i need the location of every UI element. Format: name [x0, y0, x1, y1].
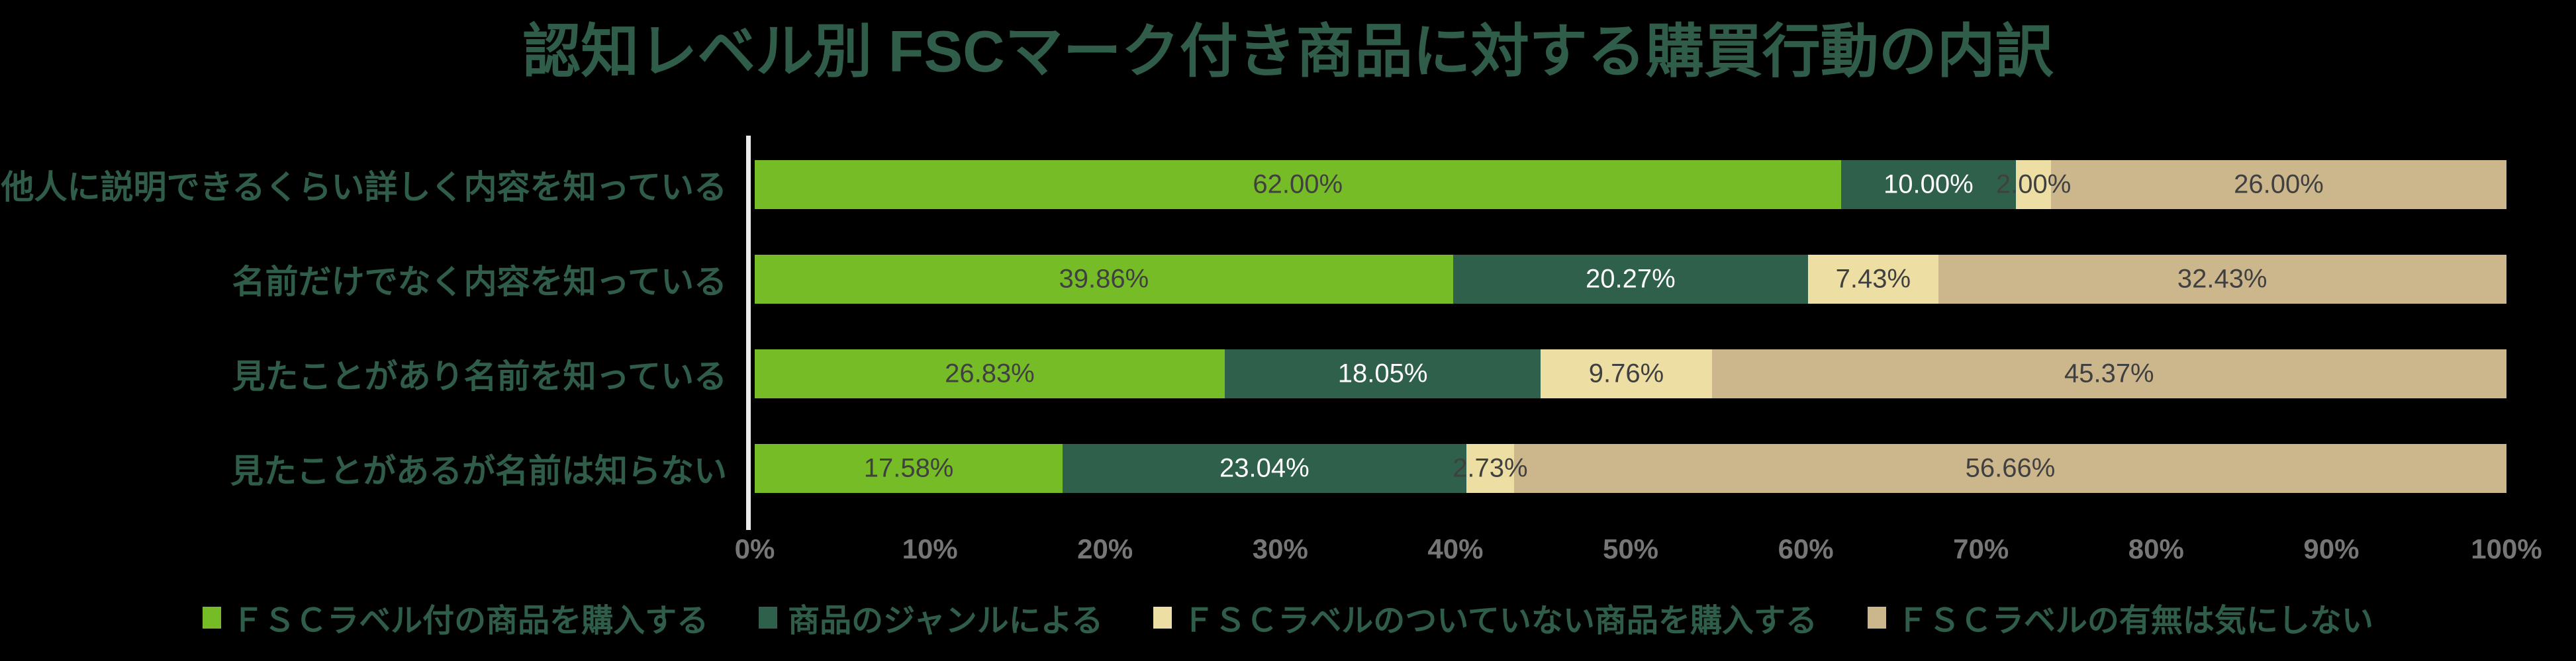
bar-segment: 26.00% [2051, 159, 2506, 209]
bar-rows: 62.00% 10.00% 2.00% 26.00% 39.86% 20.27% 7.43%… [755, 137, 2507, 516]
bar-segment: 2.73% [1453, 444, 1528, 494]
bar-segment: 20.27% [1453, 254, 1809, 304]
data-label: 10.00% [1883, 169, 1974, 199]
bar-segment: 62.00% [755, 159, 1841, 209]
legend-label: ＦＳＣラベルのついていない商品を購入する [1182, 603, 1817, 639]
x-tick-label: 30% [1252, 533, 1308, 564]
legend-swatch [203, 606, 222, 629]
x-tick-label: 100% [2471, 533, 2542, 564]
stacked-bar: 39.86% 20.27% 7.43% 32.43% [755, 254, 2506, 304]
plot-area: 62.00% 10.00% 2.00% 26.00% 39.86% 20.27% 7.43%… [746, 136, 2507, 530]
data-label: 20.27% [1586, 264, 1676, 294]
legend-label: ＦＳＣラベルの有無は気にしない [1896, 603, 2373, 639]
data-label: 39.86% [1059, 264, 1149, 294]
x-tick-label: 60% [1778, 533, 1834, 564]
bar-segment: 32.43% [1938, 254, 2506, 304]
x-axis: 0% 10% 20% 30% 40% 50% 60% 70% 80% 90% 100% [735, 533, 2542, 568]
bar-segment: 2.00% [1996, 159, 2071, 209]
stacked-bar: 26.83% 18.05% 9.76% 45.37% [755, 349, 2506, 399]
legend-swatch [1867, 606, 1886, 629]
x-tick-label: 10% [902, 533, 958, 564]
legend-label: 商品のジャンルによる [788, 603, 1104, 639]
chart-area: 他人に説明できるくらい詳しく内容を知っている名前だけでなく内容を知っている 見たこ… [0, 136, 2507, 530]
x-tick-label: 70% [1953, 533, 2009, 564]
category-label: 見たことがあり名前を知っている [232, 358, 728, 396]
data-label: 18.05% [1337, 359, 1428, 388]
bar-segment: 17.58% [755, 444, 1063, 494]
legend-label: ＦＳＣラベル付の商品を購入する [232, 603, 709, 639]
x-tick-label: 80% [2128, 533, 2184, 564]
bar-row: 39.86% 20.27% 7.43% 32.43% [755, 232, 2506, 326]
bar-segment: 45.37% [1711, 349, 2506, 399]
category-axis: 他人に説明できるくらい詳しく内容を知っている名前だけでなく内容を知っている 見たこ… [0, 137, 728, 516]
legend-item: ＦＳＣラベル付の商品を購入する [203, 594, 708, 640]
bar-segment: 7.43% [1808, 254, 1938, 304]
data-label: 9.76% [1588, 359, 1664, 388]
bar-segment: 18.05% [1224, 349, 1541, 399]
legend-swatch [1153, 606, 1172, 629]
data-label: 26.83% [945, 359, 1035, 388]
bar-segment: 9.76% [1541, 349, 1712, 399]
data-label: 56.66% [1965, 453, 2056, 483]
category-label: 名前だけでなく内容を知っている [232, 263, 728, 300]
legend-swatch [759, 606, 778, 629]
bar-segment: 26.83% [755, 349, 1225, 399]
bar-segment: 56.66% [1513, 444, 2507, 494]
legend-item: ＦＳＣラベルの有無は気にしない [1867, 594, 2373, 640]
data-label: 26.00% [2234, 169, 2324, 199]
bar-row: 26.83% 18.05% 9.76% 45.37% [755, 327, 2506, 421]
bar-segment: 10.00% [1840, 159, 2017, 209]
data-label: 23.04% [1219, 453, 1310, 483]
x-tick-label: 50% [1602, 533, 1659, 564]
bar-segment: 39.86% [755, 254, 1453, 304]
x-tick-label: 20% [1077, 533, 1133, 564]
stacked-bar: 17.58% 23.04% 2.73% 56.66% [755, 444, 2507, 494]
x-tick-label: 40% [1427, 533, 1484, 564]
data-label: 17.58% [863, 453, 954, 483]
data-label: 2.00% [1995, 169, 2072, 199]
bar-row: 17.58% 23.04% 2.73% 56.66% [755, 421, 2507, 516]
legend-item: 商品のジャンルによる [759, 594, 1103, 640]
data-label: 45.37% [2064, 359, 2154, 388]
legend-item: ＦＳＣラベルのついていない商品を購入する [1153, 594, 1817, 640]
bar-segment: 23.04% [1063, 444, 1466, 494]
y-axis-line [746, 136, 751, 530]
category-label: 見たことがあるが名前は知らない [230, 453, 727, 490]
bar-row: 62.00% 10.00% 2.00% 26.00% [755, 137, 2506, 232]
chart-title: 認知レベル別 FSCマーク付き商品に対する購買行動の内訳 [522, 19, 2054, 84]
x-tick-label: 90% [2303, 533, 2360, 564]
data-label: 2.73% [1453, 453, 1528, 483]
data-label: 62.00% [1253, 169, 1343, 199]
x-tick-label: 0% [734, 533, 775, 564]
data-label: 32.43% [2177, 264, 2267, 294]
category-label: 他人に説明できるくらい詳しく内容を知っている [1, 168, 728, 206]
data-label: 7.43% [1835, 264, 1911, 294]
stacked-bar: 62.00% 10.00% 2.00% 26.00% [755, 159, 2506, 209]
legend: ＦＳＣラベル付の商品を購入する 商品のジャンルによる ＦＳＣラベルのついていない商品… [0, 594, 2576, 640]
